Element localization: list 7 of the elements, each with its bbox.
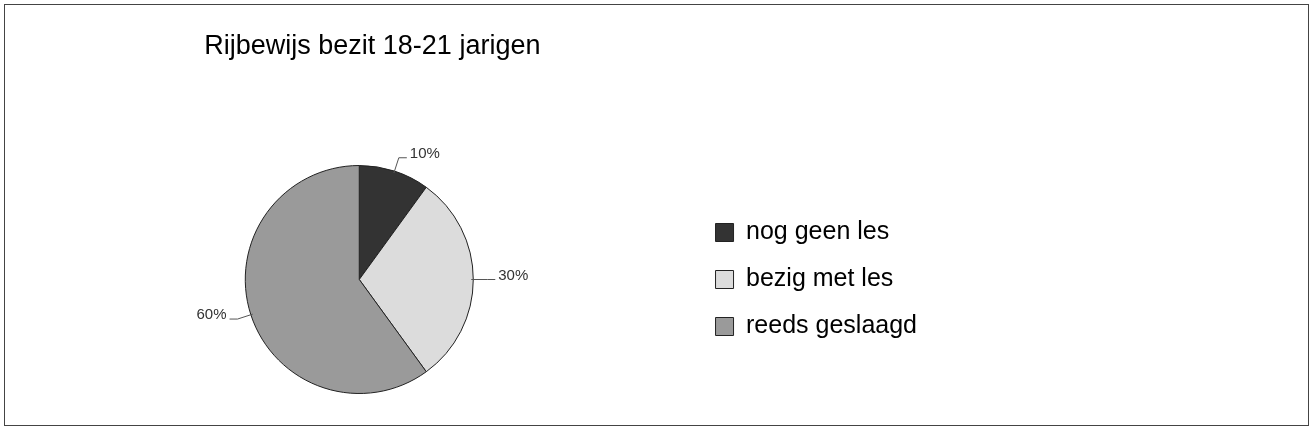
data-label: 10% (409, 143, 440, 161)
legend-label: bezig met les (746, 263, 894, 292)
chart-title: Rijbewijs bezit 18-21 jarigen (204, 30, 541, 61)
legend-label: nog geen les (746, 216, 890, 245)
data-label: 30% (498, 265, 529, 283)
legend-label: reeds geslaagd (746, 310, 918, 339)
data-label: 60% (196, 305, 227, 323)
